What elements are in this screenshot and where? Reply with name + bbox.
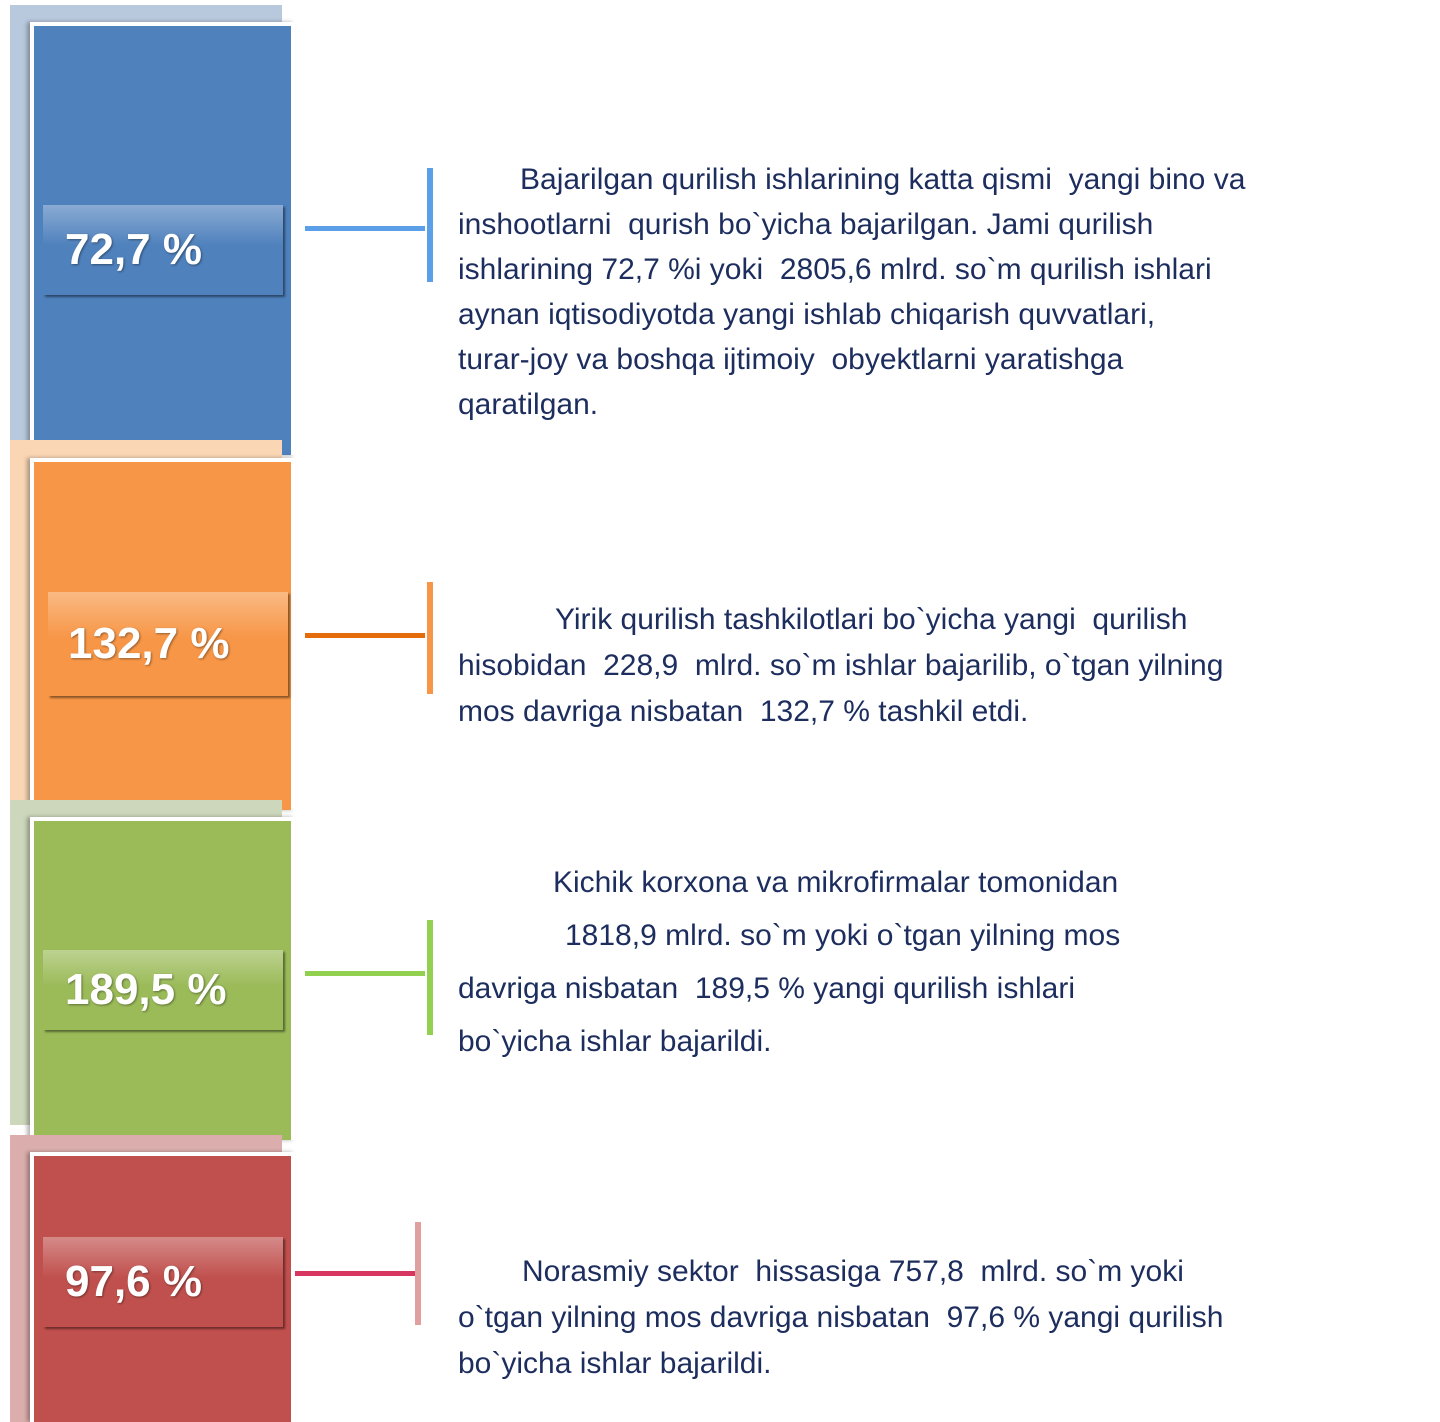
connector <box>305 226 425 231</box>
label-box: 189,5 % <box>43 950 283 1030</box>
connector <box>305 633 425 638</box>
text-line: 1818,9 mlrd. so`m yoki o`tgan yilning mo… <box>565 919 1121 952</box>
connector-bar <box>415 1222 421 1325</box>
text-line: hisobidan 228,9 mlrd. so`m ishlar bajari… <box>458 649 1224 682</box>
connector-bar <box>427 168 433 282</box>
connector <box>305 971 425 976</box>
text-line: Yirik qurilish tashkilotlari bo`yicha ya… <box>555 603 1188 636</box>
text-line: o`tgan yilning mos davriga nisbatan 97,6… <box>458 1301 1224 1334</box>
text-line: bo`yicha ishlar bajarildi. <box>458 1347 772 1380</box>
text-line: ishlarining 72,7 %i yoki 2805,6 mlrd. so… <box>458 253 1212 286</box>
text-line: mos davriga nisbatan 132,7 % tashkil etd… <box>458 695 1029 728</box>
text-line: inshootlarni qurish bo`yicha bajarilgan.… <box>458 208 1154 241</box>
text-line: Bajarilgan qurilish ishlarining katta qi… <box>520 163 1246 196</box>
text-line: bo`yicha ishlar bajarildi. <box>458 1025 772 1058</box>
connector <box>295 1271 415 1276</box>
text-line: davriga nisbatan 189,5 % yangi qurilish … <box>458 972 1076 1005</box>
text-line: aynan iqtisodiyotda yangi ishlab chiqari… <box>458 298 1156 331</box>
connector-bar <box>427 920 433 1035</box>
text-line: Norasmiy sektor hissasiga 757,8 mlrd. so… <box>522 1255 1184 1288</box>
label-box: 97,6 % <box>43 1237 283 1327</box>
text-line: Kichik korxona va mikrofirmalar tomonida… <box>553 866 1119 899</box>
connector-bar <box>427 582 433 694</box>
label-box: 72,7 % <box>43 205 283 295</box>
text-line: qaratilgan. <box>458 388 599 421</box>
label-box: 132,7 % <box>48 592 288 696</box>
text-line: turar-joy va boshqa ijtimoiy obyektlarni… <box>458 343 1124 376</box>
